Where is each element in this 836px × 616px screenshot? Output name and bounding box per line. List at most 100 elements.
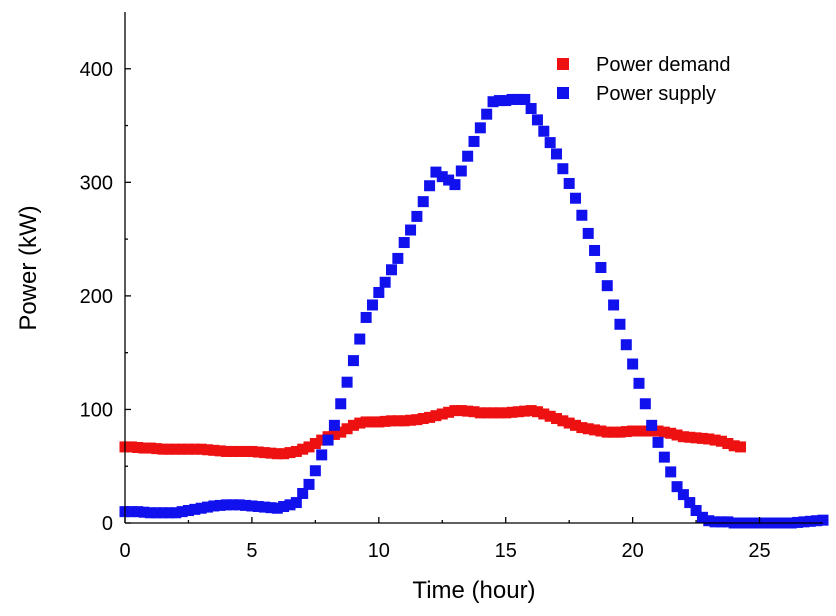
power-supply-point — [392, 252, 404, 264]
power-supply-point — [208, 500, 220, 512]
power-supply-point — [614, 318, 626, 330]
power-supply-point — [144, 507, 156, 519]
power-supply-point — [715, 516, 727, 528]
power-supply-point — [151, 507, 163, 519]
power-demand-point — [151, 443, 163, 455]
power-supply-point — [411, 210, 423, 222]
power-demand-point — [443, 406, 455, 418]
power-demand-point — [709, 434, 721, 446]
power-demand-point — [227, 445, 239, 457]
power-supply-point — [601, 280, 613, 292]
power-supply-point — [519, 93, 531, 105]
power-demand-point — [595, 425, 607, 437]
power-demand-point — [481, 407, 493, 419]
power-supply-point — [347, 355, 359, 367]
power-supply-point — [436, 171, 448, 183]
power-demand-point — [360, 416, 372, 428]
power-demand-point — [176, 443, 188, 455]
x-axis-title: Time (hour) — [412, 577, 535, 604]
power-supply-point — [303, 478, 315, 490]
power-supply-point — [163, 507, 175, 519]
power-supply-point — [804, 515, 816, 527]
power-supply-point — [125, 506, 137, 518]
power-supply-point — [474, 122, 486, 134]
power-demand-point — [417, 413, 429, 425]
power-supply-point — [449, 179, 461, 191]
power-supply-point — [563, 177, 575, 189]
power-demand-point — [462, 405, 474, 417]
power-demand-point — [735, 441, 747, 453]
power-supply-point — [221, 499, 233, 511]
power-supply-point — [589, 244, 601, 256]
power-supply-point — [138, 506, 150, 518]
power-supply-point — [493, 95, 505, 107]
power-supply-point — [354, 333, 366, 345]
power-demand-point — [386, 415, 398, 427]
power-supply-point — [322, 434, 334, 446]
power-demand-point — [684, 431, 696, 443]
power-supply-point — [512, 93, 524, 105]
power-demand-point — [214, 445, 226, 457]
power-demand-point — [182, 443, 194, 455]
power-demand-point — [500, 407, 512, 419]
power-demand-series — [119, 405, 747, 460]
power-supply-point — [500, 95, 512, 107]
power-demand-point — [240, 445, 252, 457]
power-supply-point — [386, 264, 398, 276]
power-supply-point — [557, 163, 569, 175]
power-demand-point — [690, 432, 702, 444]
power-supply-point — [684, 497, 696, 509]
power-supply-point — [576, 209, 588, 221]
power-supply-point — [696, 511, 708, 523]
power-supply-point — [531, 114, 543, 126]
power-supply-point — [284, 499, 296, 511]
power-demand-point — [354, 417, 366, 429]
power-supply-point — [366, 299, 378, 311]
power-supply-point — [633, 377, 645, 389]
power-demand-point — [658, 426, 670, 438]
power-supply-point — [379, 276, 391, 288]
power-demand-point — [303, 441, 315, 453]
power-supply-point — [608, 299, 620, 311]
x-tick-label: 10 — [368, 540, 390, 562]
power-supply-point — [550, 148, 562, 160]
power-supply-point — [195, 502, 207, 514]
power-supply-point — [417, 196, 429, 208]
power-supply-point — [227, 499, 239, 511]
power-demand-point — [297, 443, 309, 455]
y-tick-label: 300 — [80, 172, 113, 194]
power-demand-point — [487, 407, 499, 419]
power-supply-point — [424, 180, 436, 192]
power-demand-point — [557, 415, 569, 427]
power-supply-point — [658, 451, 670, 463]
power-supply-point — [443, 174, 455, 186]
power-supply-point — [481, 108, 493, 120]
power-demand-point — [246, 445, 258, 457]
power-supply-point — [506, 93, 518, 105]
power-supply-point — [677, 489, 689, 501]
power-supply-point — [430, 166, 442, 178]
power-supply-point — [595, 262, 607, 273]
power-demand-point — [493, 407, 505, 419]
power-supply-point — [335, 398, 347, 410]
power-demand-point — [233, 445, 245, 457]
power-demand-point — [620, 426, 632, 438]
y-tick-label: 0 — [102, 513, 113, 535]
power-demand-point — [271, 448, 283, 460]
legend: Power demand Power supply — [557, 54, 731, 105]
power-demand-point — [512, 406, 524, 418]
power-demand-point — [221, 445, 233, 457]
power-demand-point — [665, 427, 677, 439]
power-supply-point — [170, 507, 182, 519]
power-supply-point — [639, 398, 651, 410]
power-supply-point — [201, 501, 213, 513]
power-supply-point — [671, 481, 683, 493]
power-demand-point — [125, 441, 137, 453]
power-demand-point — [436, 408, 448, 420]
power-supply-point — [328, 419, 340, 431]
power-demand-point — [563, 417, 575, 429]
power-demand-point — [341, 423, 353, 435]
power-demand-point — [639, 425, 651, 437]
power-supply-point — [709, 516, 721, 528]
power-supply-point — [811, 515, 823, 527]
